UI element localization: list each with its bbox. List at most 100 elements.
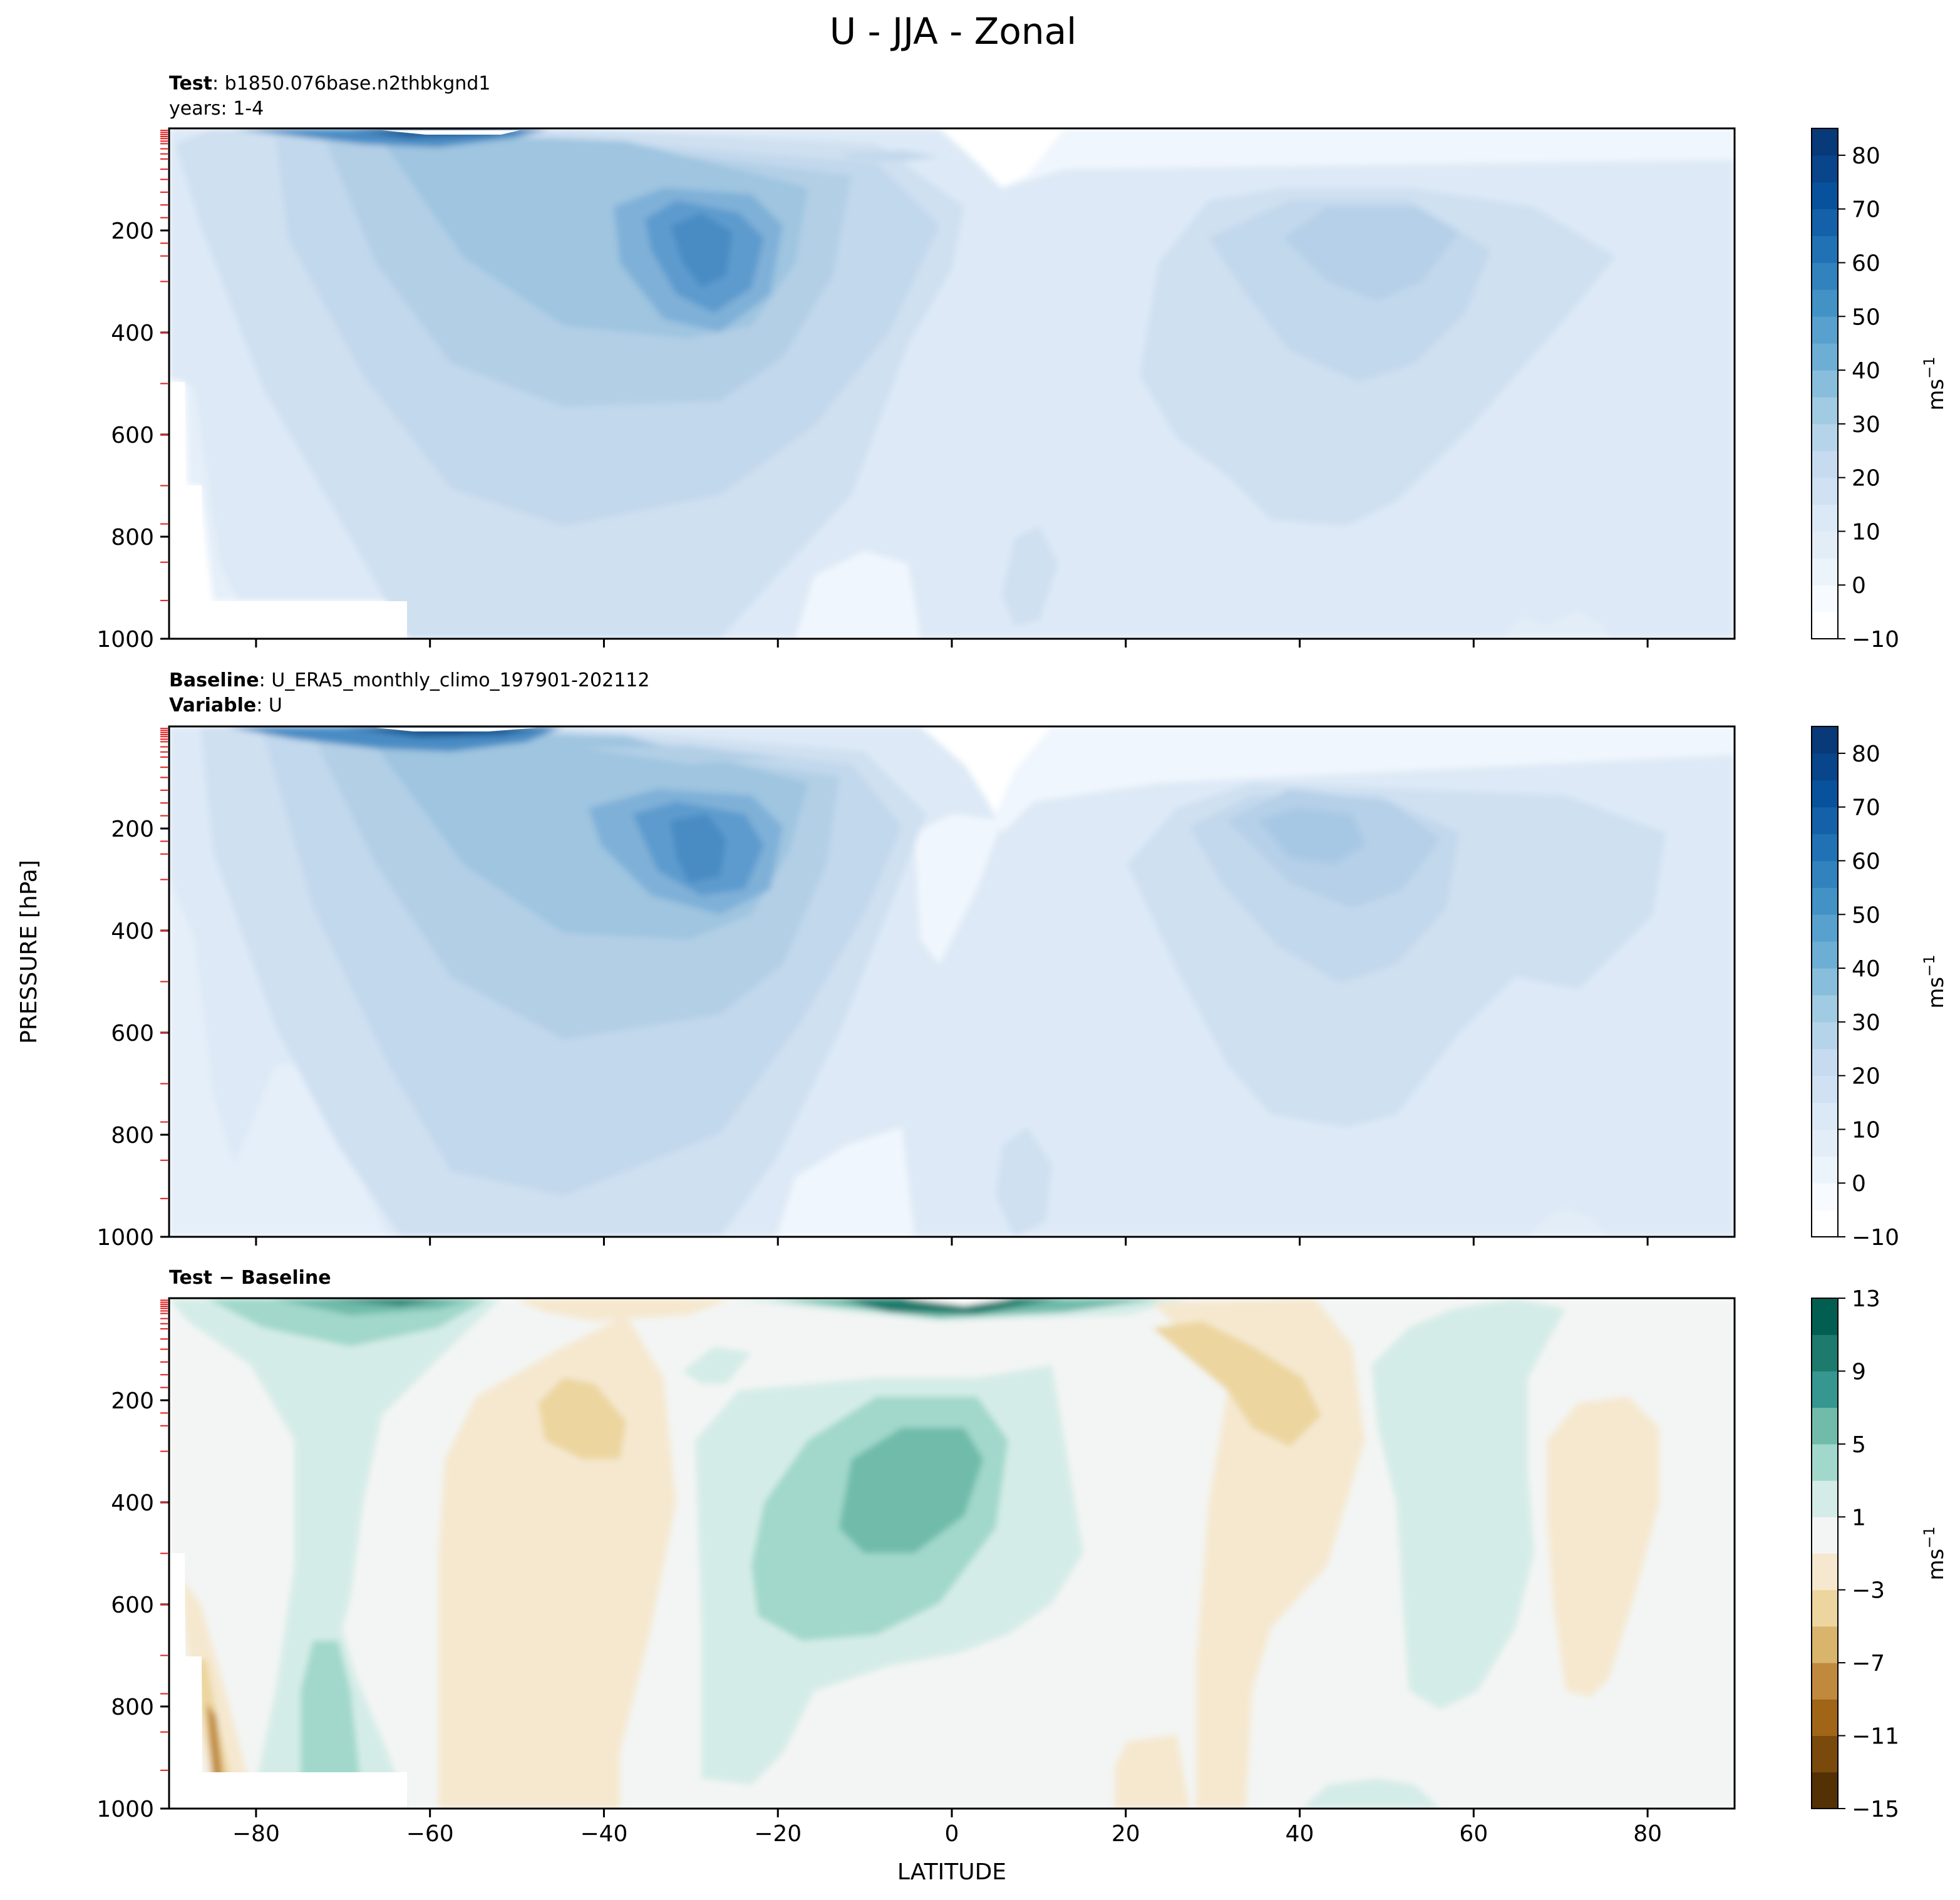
- colorbar-segment: [1812, 1371, 1838, 1408]
- colorbar-segment: [1812, 860, 1838, 888]
- colorbar-segment: [1812, 1443, 1838, 1481]
- colorbar-segment: [1812, 209, 1838, 237]
- colorbar-segment: [1812, 1210, 1838, 1237]
- colorbar-segment: [1812, 968, 1838, 996]
- colorbar-tick-label: 60: [1852, 250, 1880, 276]
- colorbar-tick-label: 30: [1852, 1010, 1880, 1036]
- colorbar-segment: [1812, 1102, 1838, 1130]
- colorbar-unit-exponent: −1: [1921, 356, 1938, 378]
- colorbar-tick-label: 40: [1852, 358, 1880, 384]
- contour-region: [169, 726, 1735, 833]
- panel-baseline-variable-bold: Variable: [169, 694, 256, 716]
- contour-region: [921, 726, 1052, 814]
- contour-region: [902, 1298, 1014, 1306]
- contour-region: [839, 1298, 1065, 1314]
- y-tick-label: 1000: [96, 627, 154, 653]
- colorbar-tick-label: 80: [1852, 741, 1880, 767]
- colorbar-tick-label: 0: [1852, 1171, 1866, 1197]
- contour-region: [996, 1127, 1052, 1237]
- contour-region: [539, 1378, 626, 1459]
- contour-region: [914, 814, 1002, 964]
- white-mask: [376, 728, 539, 731]
- contour-region: [1528, 1209, 1609, 1237]
- colorbar-segment: [1812, 182, 1838, 210]
- colorbar-tick-label: 30: [1852, 412, 1880, 438]
- panel-diff-field: [169, 1298, 1735, 1809]
- colorbar-segment: [1812, 477, 1838, 505]
- panel-diff-header-line1: Test − Baseline: [169, 1267, 331, 1289]
- colorbar-unit: ms: [1924, 1549, 1949, 1581]
- colorbar-unit-label: ms−1: [1921, 1526, 1949, 1580]
- y-tick-label: 800: [111, 525, 154, 550]
- panel-diff-header-bold: Test − Baseline: [169, 1267, 331, 1289]
- colorbar-tick-label: 70: [1852, 795, 1880, 821]
- contour-region: [182, 1578, 257, 1809]
- colorbar-segment: [1812, 1048, 1838, 1076]
- contour-region: [670, 213, 733, 288]
- colorbar-tick-label: 40: [1852, 956, 1880, 982]
- colorbar-tick-label: 80: [1852, 143, 1880, 169]
- colorbar-unit-exponent: −1: [1921, 1526, 1938, 1548]
- contour-region: [683, 1346, 751, 1384]
- contour-region: [313, 1298, 451, 1306]
- colorbar-segment: [1812, 941, 1838, 969]
- colorbar-segment: [1812, 726, 1838, 754]
- y-tick-label: 200: [111, 1388, 154, 1414]
- x-tick-label: 40: [1286, 1821, 1314, 1847]
- contour-region: [1115, 1735, 1190, 1809]
- colorbar-unit: ms: [1924, 379, 1949, 411]
- colorbar-tick-label: −3: [1852, 1578, 1885, 1604]
- contour-region: [939, 128, 1065, 188]
- panel-baseline-axes: 200 400 600 800 1000: [96, 728, 1649, 1251]
- colorbar-segment: [1812, 1407, 1838, 1445]
- colorbar-segment: [1812, 423, 1838, 452]
- x-tick-label: 20: [1112, 1821, 1140, 1847]
- y-tick-label: 600: [111, 423, 154, 448]
- panel-baseline-plot: [169, 726, 1735, 1237]
- contour-region: [301, 1641, 363, 1809]
- figure-title: U - JJA - Zonal: [830, 10, 1077, 53]
- contour-region: [1259, 808, 1365, 864]
- colorbars: 80706050403020100−10ms−18070605040302010…: [1811, 128, 1949, 1822]
- colorbar-segment: [1812, 531, 1838, 559]
- colorbar-tick-label: 50: [1852, 902, 1880, 928]
- contour-region: [269, 1298, 476, 1315]
- contour-region: [513, 1298, 733, 1321]
- colorbar-segment: [1812, 316, 1838, 344]
- colorbar-segment: [1812, 343, 1838, 371]
- colorbar-segment: [1812, 753, 1838, 781]
- contour-region: [1547, 1397, 1659, 1697]
- colorbar-tick-label: 50: [1852, 304, 1880, 330]
- contour-region: [1284, 207, 1459, 301]
- y-tick-label: 600: [111, 1021, 154, 1046]
- white-mask: [382, 130, 520, 135]
- contour-region: [795, 551, 921, 639]
- colorbar-frame: [1811, 726, 1839, 1237]
- y-tick-label: 800: [111, 1695, 154, 1720]
- colorbar-tick-label: −15: [1852, 1797, 1899, 1822]
- panel-test-header-line2: years: 1-4: [169, 98, 264, 120]
- panel-baseline-header-bold: Baseline: [169, 669, 259, 691]
- colorbar-segment: [1812, 1298, 1838, 1335]
- colorbar-segment: [1812, 834, 1838, 861]
- colorbar-segment: [1812, 289, 1838, 317]
- colorbar-frame: [1811, 128, 1839, 639]
- colorbar-segment: [1812, 450, 1838, 478]
- contour-region: [582, 745, 783, 764]
- contour-region: [169, 128, 1735, 188]
- y-tick-label: 800: [111, 1123, 154, 1149]
- colorbar-segment: [1812, 1480, 1838, 1517]
- colorbar-segment: [1812, 1335, 1838, 1371]
- contour-region: [776, 1127, 914, 1237]
- y-tick-label: 1000: [96, 1797, 154, 1822]
- panel-diff: Test − Baseline: [96, 1267, 1736, 1847]
- contour-region: [1152, 1298, 1365, 1809]
- panel-test-header-bold: Test: [169, 73, 212, 95]
- colorbar-segment: [1812, 1129, 1838, 1157]
- colorbar-tick-label: 5: [1852, 1432, 1866, 1458]
- panel-test: Test: b1850.076base.n2thbkgnd1 years: 1-…: [96, 73, 1736, 653]
- colorbar-tick-label: 60: [1852, 849, 1880, 874]
- x-tick-label: −60: [406, 1821, 454, 1847]
- colorbar-segment: [1812, 396, 1838, 425]
